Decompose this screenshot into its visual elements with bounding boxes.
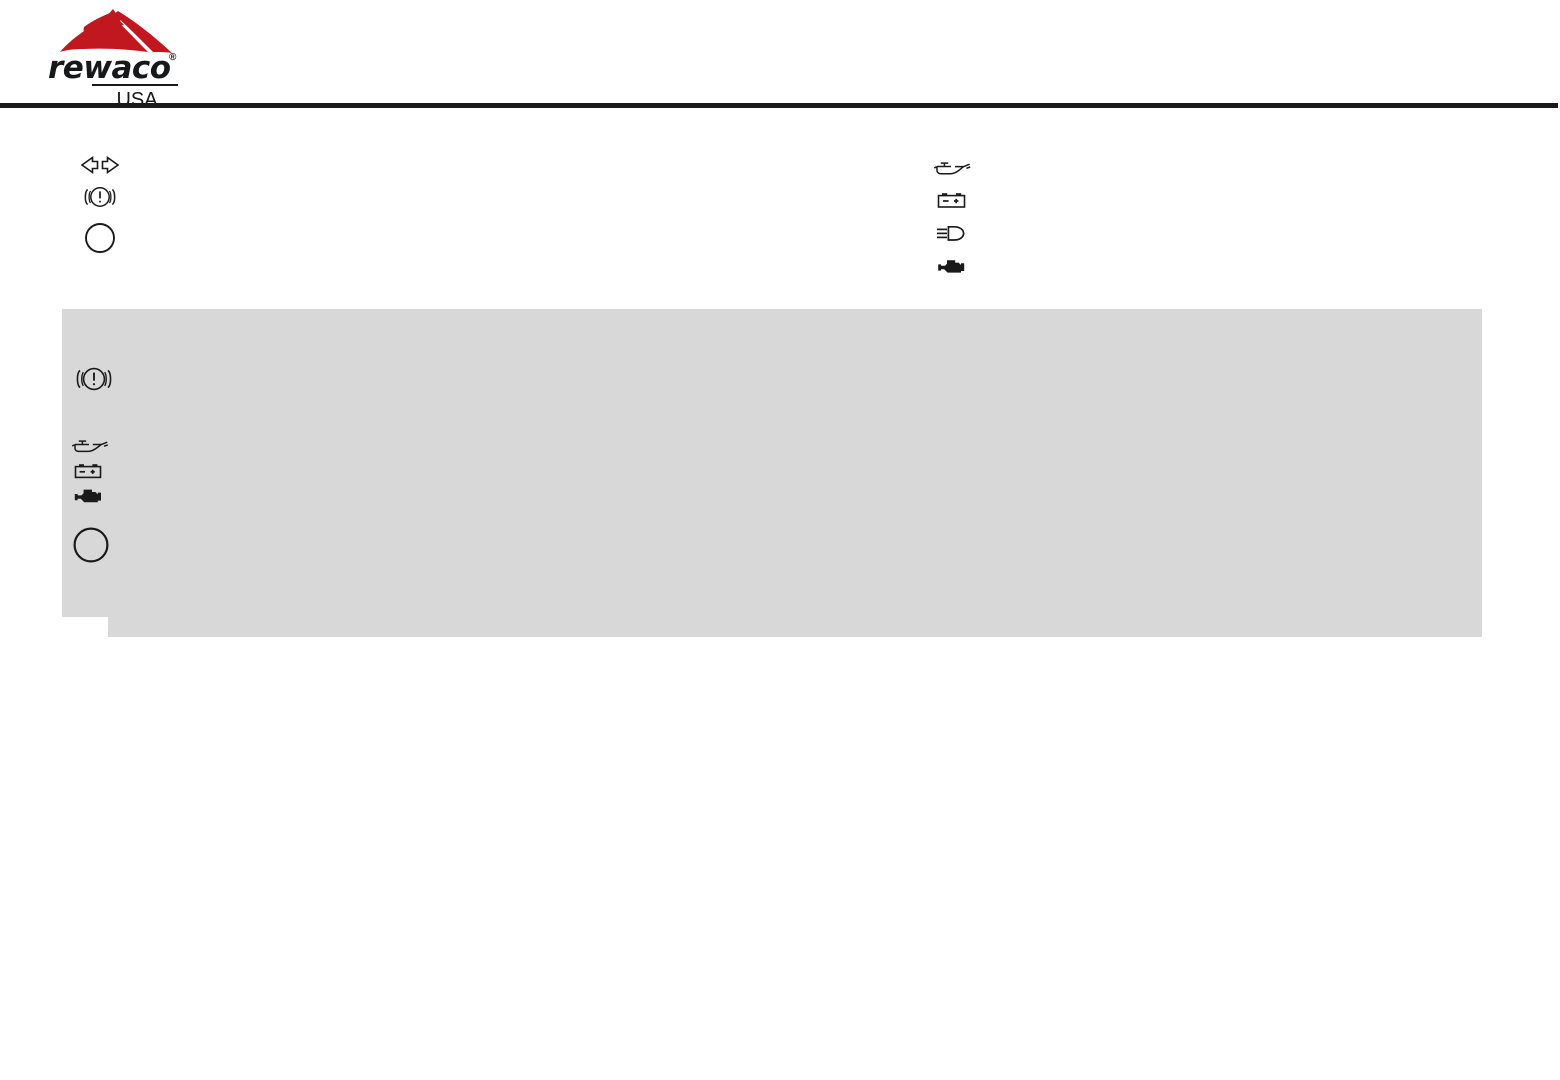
rewaco-swoosh-logo-icon: [56, 8, 174, 56]
note-item-brake: [70, 363, 118, 395]
plain-circle-indicator-icon: [78, 221, 122, 255]
notes-icon-rail: [62, 309, 122, 637]
brake-warning-icon: [70, 363, 118, 395]
headlight-icon: [930, 222, 974, 244]
legend-row: [930, 183, 1490, 216]
legend-row: [930, 249, 1490, 282]
brand-sub-label: USA: [116, 89, 158, 111]
legend-row: [78, 150, 898, 180]
battery-icon: [70, 461, 114, 481]
note-item-check-engine: [70, 485, 118, 507]
legend-row: [78, 180, 898, 214]
oil-can-icon: [70, 435, 114, 455]
note-item-circle-indicator: [70, 525, 118, 565]
check-engine-icon: [70, 485, 114, 507]
legend-row: [78, 214, 898, 262]
brand-logo: rewaco ® USA: [48, 8, 178, 111]
oil-can-icon: [930, 156, 974, 178]
wordmark-underline-rule: [92, 84, 178, 86]
turn-signal-arrows-icon: [78, 153, 122, 177]
battery-icon: [930, 189, 974, 211]
check-engine-icon: [930, 255, 974, 277]
legend-row: [930, 216, 1490, 249]
header-divider-rule: [0, 103, 1558, 108]
page-header: rewaco ® USA: [0, 0, 1560, 111]
note-item-battery: [70, 461, 118, 481]
brand-wordmark: rewaco: [48, 50, 171, 86]
legend-row: [930, 150, 1490, 183]
registered-trademark-mark: ®: [169, 52, 177, 63]
legend-column-right: [930, 150, 1490, 282]
legend-column-left: [78, 150, 898, 262]
note-item-oil: [70, 435, 118, 455]
plain-circle-indicator-icon: [70, 525, 114, 565]
notes-callout-panel: [62, 309, 1482, 637]
brake-warning-icon: [78, 183, 122, 211]
